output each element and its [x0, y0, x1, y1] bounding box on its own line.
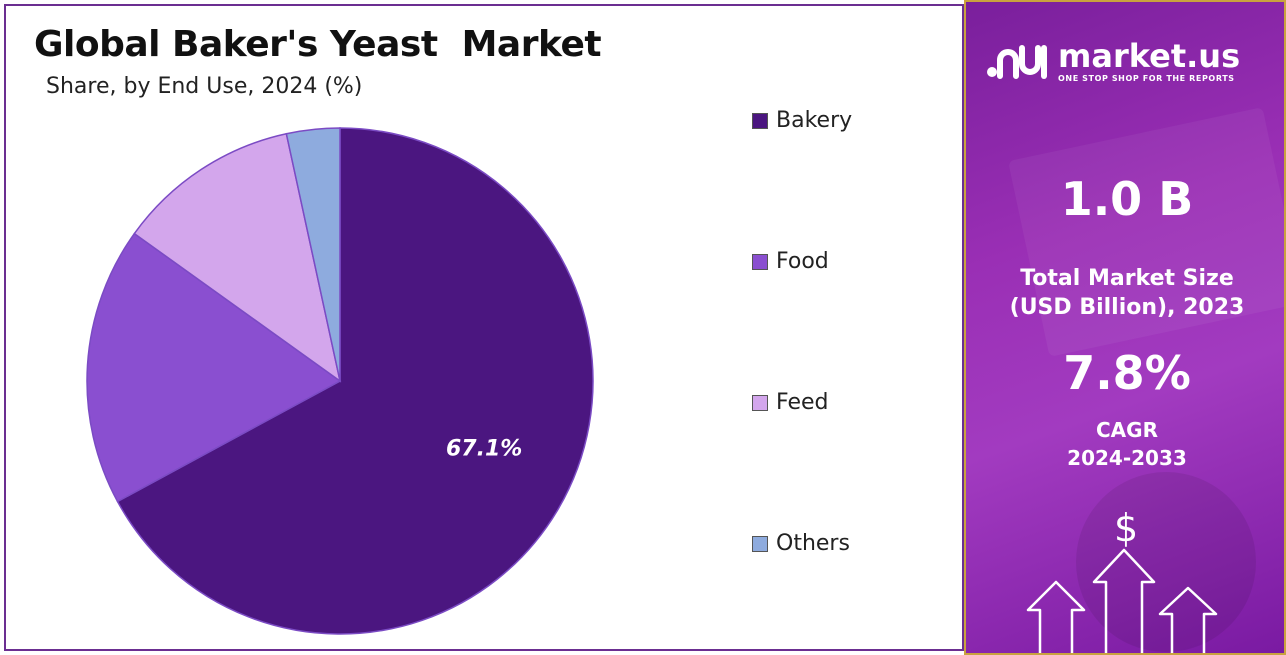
legend-item-bakery: Bakery	[752, 108, 852, 133]
brand-tagline: ONE STOP SHOP FOR THE REPORTS	[1058, 74, 1235, 83]
cagr-label: CAGR 2024-2033	[966, 416, 1284, 472]
market-size-label-line2: (USD Billion), 2023	[1009, 295, 1245, 320]
summary-side-panel: market.us ONE STOP SHOP FOR THE REPORTS …	[964, 0, 1286, 655]
pie-data-label-bakery: 67.1%	[446, 437, 522, 462]
pie-chart: 67.1%	[86, 127, 594, 635]
chart-subtitle: Share, by End Use, 2024 (%)	[46, 74, 363, 99]
market-size-label-line1: Total Market Size	[1020, 266, 1234, 291]
legend-swatch-others	[752, 535, 768, 552]
pie-slice-bakery	[116, 127, 594, 635]
market-size-label: Total Market Size (USD Billion), 2023	[966, 264, 1284, 322]
pie-slice-food	[86, 232, 342, 503]
dollar-icon: $	[1114, 506, 1139, 550]
chart-panel: Global Baker's Yeast Market Share, by En…	[4, 4, 964, 651]
legend-swatch-bakery	[752, 112, 768, 129]
pie-slice-others	[285, 127, 341, 382]
legend-label-food: Food	[776, 249, 829, 274]
chart-title: Global Baker's Yeast Market	[34, 24, 602, 65]
market-size-value: 1.0 B	[1060, 172, 1194, 226]
brand-name: market.us	[1058, 37, 1241, 75]
cagr-value: 7.8%	[1063, 346, 1191, 400]
brand: market.us ONE STOP SHOP FOR THE REPORTS	[986, 40, 1240, 83]
cagr-label-line1: CAGR	[1096, 418, 1158, 442]
legend-swatch-food	[752, 253, 768, 270]
legend-item-food: Food	[752, 249, 829, 274]
market-us-logo-icon	[987, 44, 1047, 79]
legend-swatch-feed	[752, 394, 768, 411]
pie-slice-feed	[133, 132, 342, 383]
legend-label-bakery: Bakery	[776, 108, 853, 133]
legend-label-feed: Feed	[776, 390, 829, 415]
legend-item-others: Others	[752, 531, 850, 556]
cagr-label-line2: 2024-2033	[1067, 446, 1187, 470]
legend-label-others: Others	[776, 531, 850, 556]
growth-arrows-icon	[1026, 548, 1218, 653]
legend-item-feed: Feed	[752, 390, 829, 415]
